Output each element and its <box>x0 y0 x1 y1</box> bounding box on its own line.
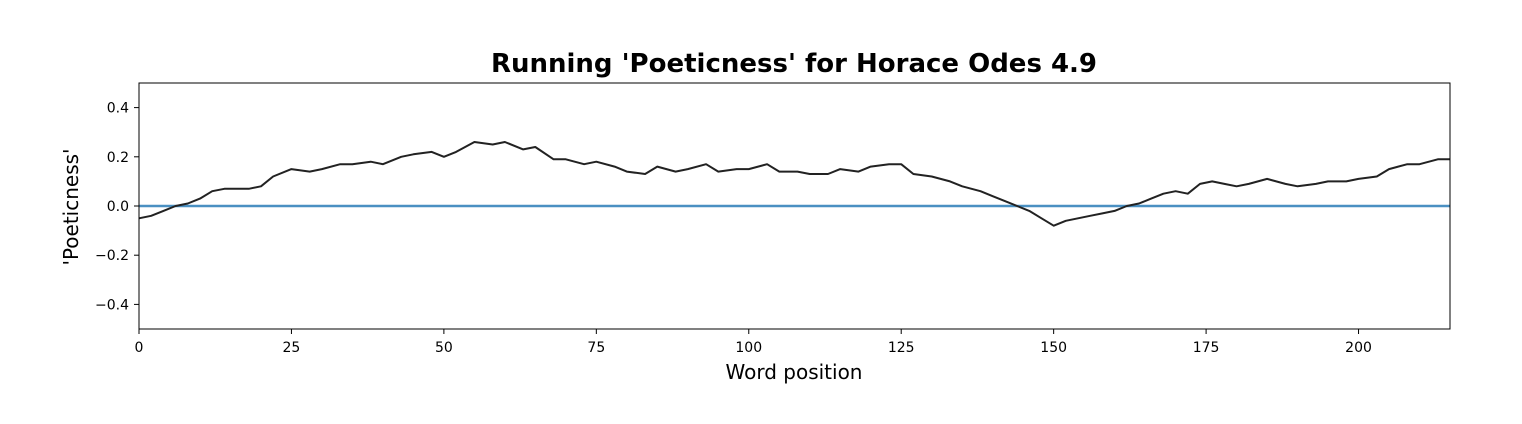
y-tick-label: 0.4 <box>107 101 129 117</box>
x-tick-label: 25 <box>283 340 301 356</box>
x-tick-label: 125 <box>888 340 915 356</box>
x-tick-label: 150 <box>1040 340 1067 356</box>
y-tick-label: 0.0 <box>107 199 129 215</box>
x-axis-ticks: 0 25 50 75 100 125 150 175 200 <box>135 329 1372 356</box>
chart-title: Running 'Poeticness' for Horace Odes 4.9 <box>491 49 1097 79</box>
plot-area <box>138 141 1450 227</box>
x-tick-label: 175 <box>1193 340 1220 356</box>
x-tick-label: 50 <box>435 340 453 356</box>
x-tick-label: 200 <box>1345 340 1372 356</box>
x-tick-label: 75 <box>587 340 605 356</box>
poeticness-series-line <box>138 141 1450 227</box>
x-tick-label: 0 <box>135 340 144 356</box>
y-tick-label: 0.2 <box>107 150 129 166</box>
y-axis-ticks: −0.4 −0.2 0.0 0.2 0.4 <box>95 101 139 313</box>
x-tick-label: 100 <box>735 340 762 356</box>
y-tick-label: −0.4 <box>95 297 129 313</box>
y-tick-label: −0.2 <box>95 248 129 264</box>
y-axis-label: 'Poeticness' <box>59 148 83 265</box>
x-axis-label: Word position <box>726 360 863 384</box>
plot-frame <box>138 82 1451 330</box>
